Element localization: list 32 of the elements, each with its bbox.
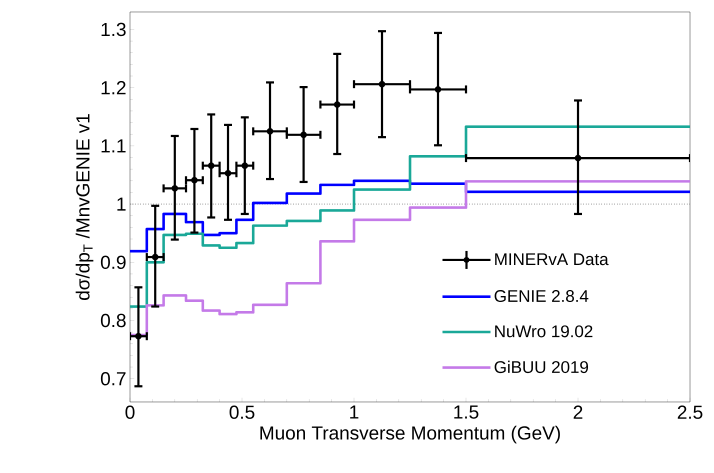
y-axis-title: dσ/dp$_{T}$ /MnvGENIE v1 [76,114,94,300]
point [172,185,178,192]
y-tick-label: 1.3 [102,22,126,36]
x-tick-label: 1 [350,406,358,419]
x-tick-label: 0.5 [230,406,254,419]
x-axis-title: Muon Transverse Momentum (GeV) [260,426,560,444]
y-tick-label: 1.1 [102,139,126,152]
point [191,176,198,184]
point [434,86,442,93]
y-tick-label: 0.7 [100,372,126,386]
y-tick-label: 0.9 [100,256,126,269]
legend-label: NuWro 19.02 [495,325,592,338]
x-tick-label: 2.5 [678,406,702,419]
legend-label: GENIE 2.8.4 [494,290,588,302]
point [266,128,274,135]
x-tick-label: 1.5 [454,406,478,419]
y-tick-label: 1 [117,198,126,211]
point [378,80,386,88]
x-tick-label: 2 [574,406,582,419]
legend-label: GiBUU 2019 [494,360,588,374]
point [300,132,307,138]
x-tick-label: 0 [125,406,135,419]
point [152,254,158,260]
y-tick-label: 0.8 [100,314,126,328]
legend-label: MINERvA Data [495,253,609,266]
point [224,170,232,177]
y-tick-label: 1.2 [102,81,126,94]
point [334,101,340,108]
point [242,162,248,169]
point [574,154,582,162]
point [208,162,214,169]
point [135,332,142,340]
